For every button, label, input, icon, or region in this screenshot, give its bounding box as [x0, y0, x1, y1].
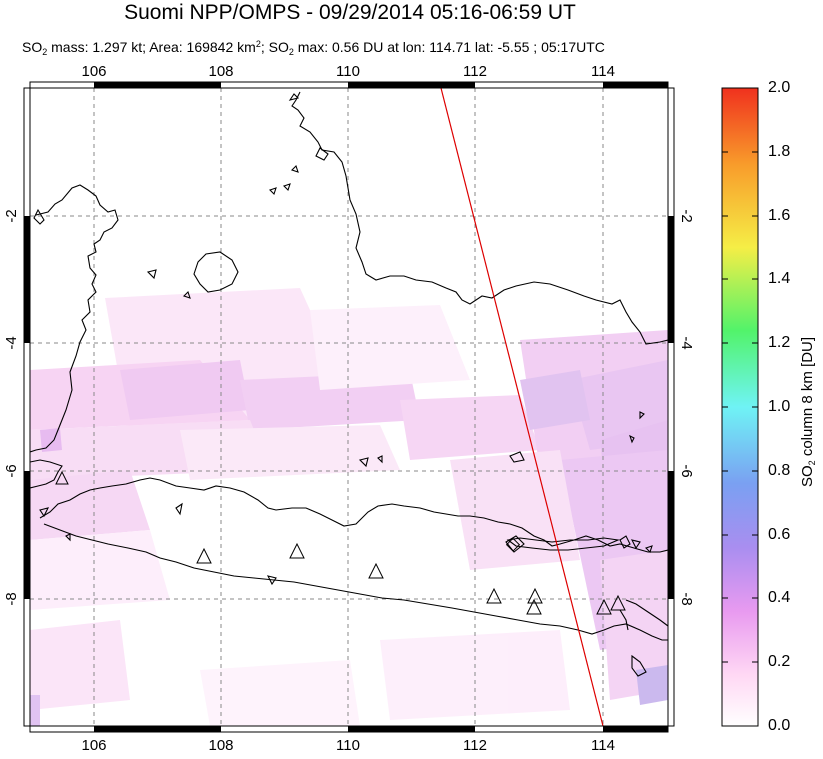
lat-tick-right: -6: [678, 464, 695, 478]
colorbar-tick-label: 0.4: [768, 589, 791, 606]
orbit-track-line: [440, 87, 604, 727]
colorbar-tick-label: 0.8: [768, 462, 791, 479]
map-title: Suomi NPP/OMPS - 09/29/2014 05:16-06:59 …: [124, 1, 576, 24]
lon-tick-top: 112: [463, 63, 487, 80]
volcano-marker: [596, 598, 612, 615]
colorbar-ticks: [722, 87, 758, 727]
lat-tick-right: -4: [678, 336, 695, 350]
colorbar-tick-label: 1.4: [768, 270, 791, 287]
map-frame: [23, 81, 675, 733]
colorbar-tick-label: 1.8: [768, 143, 791, 160]
lon-tick-top: 110: [336, 63, 360, 80]
volcano-markers: [55, 470, 626, 615]
colorbar-tick-label: 1.0: [768, 398, 791, 415]
so2-pixels: [30, 288, 668, 726]
graticule: [30, 88, 668, 726]
colorbar-tick-label: 1.6: [768, 207, 791, 224]
volcano-marker: [289, 542, 305, 559]
map-subtitle: SO2 mass: 1.297 kt; Area: 169842 km2; SO…: [22, 39, 605, 57]
colorbar-tick-label: 1.2: [768, 334, 791, 351]
colorbar-tick-label: 0.0: [768, 717, 791, 734]
lon-tick-top: 114: [591, 63, 615, 80]
colorbar-tick-label: 2.0: [768, 79, 791, 96]
lat-tick-right: -2: [678, 209, 695, 223]
lon-tick-bottom: 114: [591, 737, 615, 754]
lat-tick-right: -8: [678, 592, 695, 606]
lon-tick-bottom: 110: [336, 737, 360, 754]
lat-tick-left: -4: [3, 336, 20, 350]
lon-tick-top: 106: [81, 63, 107, 80]
lat-tick-left: -6: [3, 464, 20, 478]
volcano-marker: [55, 470, 69, 485]
volcano-marker: [486, 587, 502, 604]
volcano-marker: [526, 598, 542, 615]
lat-tick-left: -2: [3, 209, 20, 223]
volcano-marker: [610, 594, 626, 611]
volcano-marker: [505, 537, 521, 552]
coastlines: [30, 91, 668, 677]
colorbar-label: SO2 column 8 km [DU]: [799, 336, 817, 488]
lon-tick-top: 108: [208, 63, 234, 80]
volcano-marker: [368, 562, 384, 579]
lon-tick-bottom: 108: [208, 737, 234, 754]
volcano-marker: [196, 547, 212, 564]
colorbar-tick-label: 0.2: [768, 653, 791, 670]
lon-tick-bottom: 112: [463, 737, 487, 754]
colorbar-tick-label: 0.6: [768, 526, 791, 543]
lat-tick-left: -8: [3, 592, 20, 606]
lon-tick-bottom: 106: [81, 737, 107, 754]
